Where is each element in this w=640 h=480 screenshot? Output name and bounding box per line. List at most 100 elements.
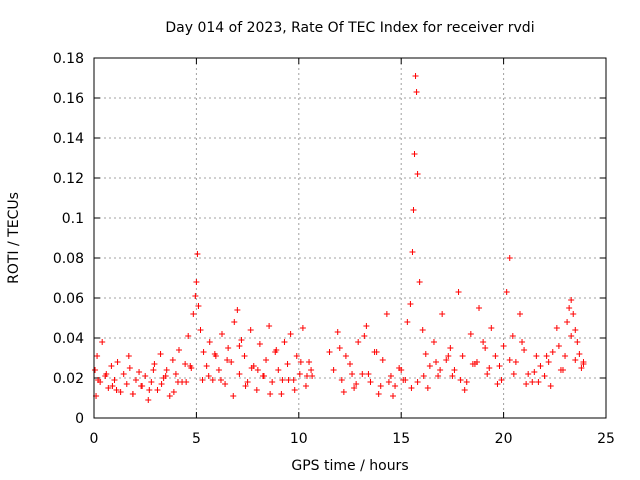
data-point [306,359,313,365]
data-point [185,333,192,339]
data-point [535,379,542,385]
data-point [326,349,333,355]
data-point [531,369,538,375]
data-point [158,381,165,387]
data-point [172,371,179,377]
data-point [175,347,182,353]
data-point [398,367,405,373]
data-point [469,361,476,367]
data-point [359,371,366,377]
data-point [461,387,468,393]
data-point [187,363,194,369]
y-tick-label: 0.14 [53,131,84,147]
x-tick-label: 0 [90,431,99,447]
data-point [543,353,550,359]
data-point [387,373,394,379]
data-point [409,249,416,255]
data-points [92,73,587,403]
data-point [338,377,345,383]
data-point [303,373,310,379]
data-point [476,305,483,311]
data-point [285,377,292,383]
data-point [273,347,280,353]
data-point [351,385,358,391]
data-point [498,377,505,383]
data-point [230,393,237,399]
data-point [263,357,270,363]
data-point [174,379,181,385]
data-point [308,367,315,373]
data-point [363,323,370,329]
data-point [510,371,517,377]
data-point [297,359,304,365]
data-point [410,207,417,213]
data-point [521,347,528,353]
data-point [302,383,309,389]
data-point [132,377,139,383]
data-point [183,379,190,385]
data-point [291,387,298,393]
y-tick-label: 0 [75,411,84,427]
data-point [150,367,157,373]
x-tick-label: 5 [192,431,201,447]
data-point [330,367,337,373]
data-point [494,381,501,387]
data-point [157,351,164,357]
data-point [433,359,440,365]
data-point [92,367,99,373]
data-point [564,319,571,325]
data-point [108,363,115,369]
data-point [209,377,216,383]
data-point [206,339,213,345]
data-point [114,359,121,365]
data-point [138,383,145,389]
data-point [373,349,380,355]
data-point [553,325,560,331]
data-point [269,379,276,385]
data-point [241,353,248,359]
data-point [435,373,442,379]
data-point [570,311,577,317]
data-point [197,327,204,333]
y-tick-label: 0.02 [53,371,84,387]
data-point [142,373,149,379]
data-point [125,353,132,359]
y-tick-label: 0.08 [53,251,84,267]
data-point [215,367,222,373]
data-point [562,353,569,359]
data-point [411,151,418,157]
data-point [361,333,368,339]
data-point [451,367,458,373]
data-point [113,387,120,393]
data-point [566,305,573,311]
data-point [228,359,235,365]
data-point [439,311,446,317]
data-point [281,339,288,345]
data-point [559,367,566,373]
data-point [533,353,540,359]
data-point [203,363,210,369]
data-point [211,351,218,357]
data-point [492,353,499,359]
data-point [347,361,353,367]
data-point [516,311,523,317]
data-point [225,345,232,351]
data-point [480,339,487,345]
data-point [574,339,581,345]
data-point [422,351,429,357]
data-point [129,391,136,397]
data-point [525,371,532,377]
data-point [199,377,206,383]
data-point [437,367,444,373]
data-point [402,377,409,383]
data-point [484,371,491,377]
y-tick-label: 0.18 [53,51,84,67]
data-point [146,387,153,393]
x-tick-label: 25 [597,431,615,447]
data-point [580,361,587,367]
data-point [163,367,170,373]
data-point [284,361,291,367]
data-point [430,339,437,345]
x-axis-label: GPS time / hours [291,458,408,474]
data-point [426,363,433,369]
